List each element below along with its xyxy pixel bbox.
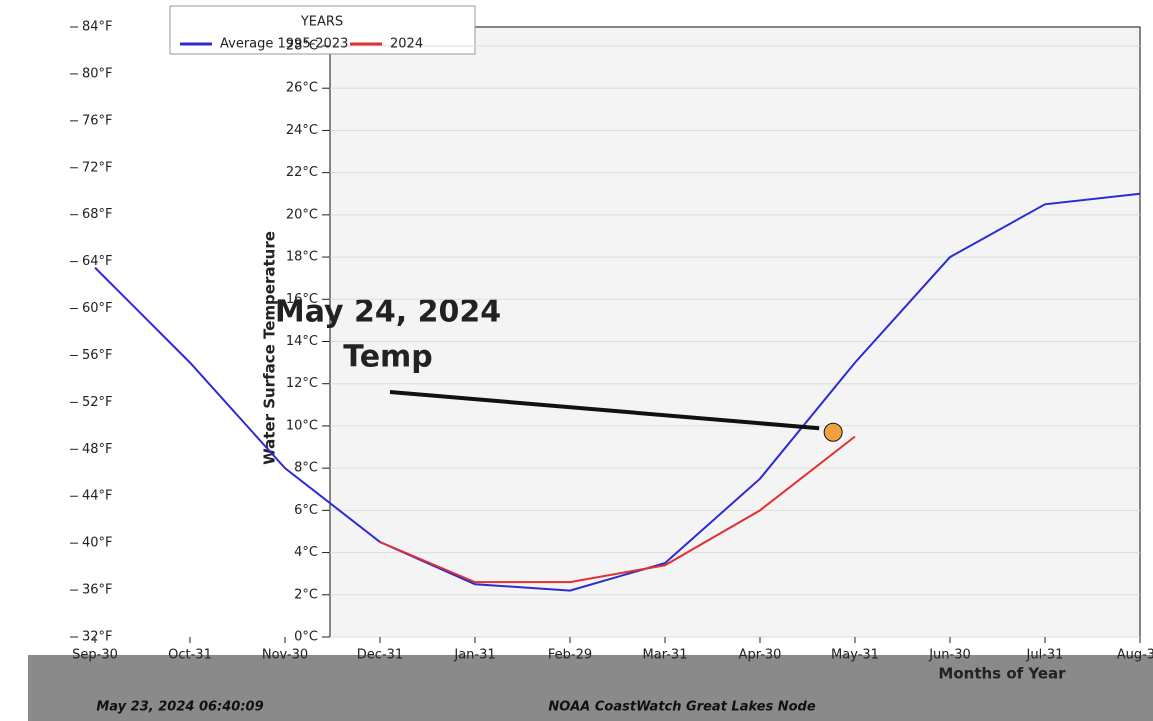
y2-tick-label: 52°F — [82, 395, 113, 410]
x-tick-label: Oct-31 — [168, 648, 212, 663]
legend-title: YEARS — [300, 15, 343, 30]
y-tick-label: 14°C — [286, 334, 318, 349]
page: YEARS Water Surface Temperature Months o… — [0, 0, 1153, 721]
x-tick-label: May-31 — [831, 648, 879, 663]
y-tick-label: 12°C — [286, 376, 318, 391]
y2-tick-label: 36°F — [82, 583, 113, 598]
y2-tick-label: 80°F — [82, 66, 113, 81]
y2-tick-label: 32°F — [82, 630, 113, 645]
x-tick-label: Jan-31 — [453, 648, 495, 663]
x-tick-label: Aug-31 — [1117, 648, 1153, 663]
y-tick-label: 26°C — [286, 81, 318, 96]
y2-tick-label: 40°F — [82, 536, 113, 551]
y-tick-label: 16°C — [286, 292, 318, 307]
chart: YEARS Water Surface Temperature Months o… — [0, 0, 1153, 721]
y-tick-label: 22°C — [286, 165, 318, 180]
x-tick-label: Dec-31 — [357, 648, 403, 663]
x-tick-label: Sep-30 — [72, 648, 118, 663]
x-tick-label: Jul-31 — [1026, 648, 1064, 663]
x-tick-label: Nov-30 — [262, 648, 308, 663]
y2-tick-label: 84°F — [82, 20, 113, 35]
y2-tick-label: 68°F — [82, 207, 113, 222]
y2-tick-label: 48°F — [82, 442, 113, 457]
legend-label: Average 1995-2023 — [220, 37, 348, 52]
y-tick-label: 2°C — [294, 587, 318, 602]
footer-source: NOAA CoastWatch Great Lakes Node — [548, 700, 816, 715]
y-tick-label: 20°C — [286, 207, 318, 222]
y2-tick-label: 56°F — [82, 348, 113, 363]
annotation-point — [824, 423, 842, 441]
y-tick-label: 24°C — [286, 123, 318, 138]
plot-area — [330, 27, 1140, 637]
y-tick-label: 18°C — [286, 250, 318, 265]
y2-tick-label: 60°F — [82, 301, 113, 316]
footer-timestamp: May 23, 2024 06:40:09 — [96, 700, 263, 715]
y2-tick-label: 76°F — [82, 113, 113, 128]
x-axis-label: Months of Year — [938, 665, 1066, 683]
legend-label: 2024 — [390, 37, 423, 52]
y2-tick-label: 44°F — [82, 489, 113, 504]
y-axis-label: Water Surface Temperature — [261, 231, 279, 465]
y-tick-label: 4°C — [294, 545, 318, 560]
x-tick-label: Feb-29 — [548, 648, 592, 663]
x-tick-label: Jun-30 — [928, 648, 971, 663]
annotation-line: Temp — [343, 340, 433, 375]
y2-tick-label: 72°F — [82, 160, 113, 175]
y-tick-label: 10°C — [286, 418, 318, 433]
x-tick-label: Mar-31 — [643, 648, 688, 663]
y-tick-label: 8°C — [294, 461, 318, 476]
y2-tick-label: 64°F — [82, 254, 113, 269]
x-tick-label: Apr-30 — [739, 648, 782, 663]
y-tick-label: 0°C — [294, 630, 318, 645]
y-tick-label: 6°C — [294, 503, 318, 518]
